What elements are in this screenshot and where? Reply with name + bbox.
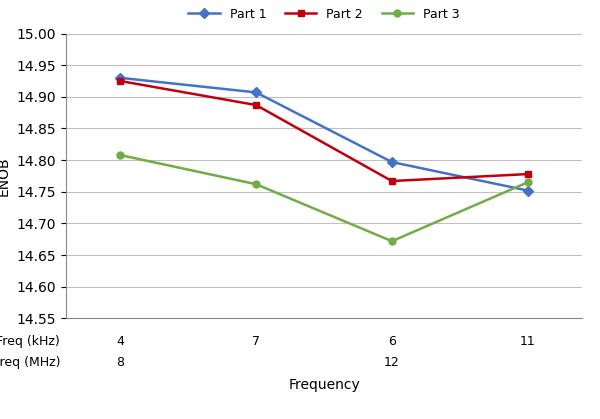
Line: Part 2: Part 2 bbox=[117, 78, 531, 184]
Part 1 bbox=[524, 188, 531, 193]
Text: 11: 11 bbox=[520, 335, 536, 348]
Part 2 bbox=[524, 171, 531, 176]
Text: 4: 4 bbox=[116, 335, 124, 348]
Part 2 bbox=[388, 178, 395, 184]
Part 1 bbox=[253, 90, 260, 95]
Text: SampleFreq (kHz): SampleFreq (kHz) bbox=[0, 335, 60, 348]
Text: AdcFreq (MHz): AdcFreq (MHz) bbox=[0, 356, 60, 369]
Part 3 bbox=[388, 239, 395, 244]
Text: 8: 8 bbox=[116, 356, 124, 369]
Legend: Part 1, Part 2, Part 3: Part 1, Part 2, Part 3 bbox=[184, 3, 464, 26]
Text: 6: 6 bbox=[388, 335, 396, 348]
Part 3 bbox=[253, 182, 260, 187]
Part 2 bbox=[253, 103, 260, 108]
Text: Frequency: Frequency bbox=[288, 378, 360, 393]
Part 1 bbox=[117, 75, 124, 80]
Text: 12: 12 bbox=[384, 356, 400, 369]
Y-axis label: ENOB: ENOB bbox=[0, 156, 11, 196]
Line: Part 3: Part 3 bbox=[117, 152, 531, 245]
Part 3 bbox=[117, 153, 124, 158]
Line: Part 1: Part 1 bbox=[117, 74, 531, 194]
Part 3 bbox=[524, 180, 531, 185]
Part 1 bbox=[388, 160, 395, 165]
Part 2 bbox=[117, 78, 124, 83]
Text: 7: 7 bbox=[252, 335, 260, 348]
